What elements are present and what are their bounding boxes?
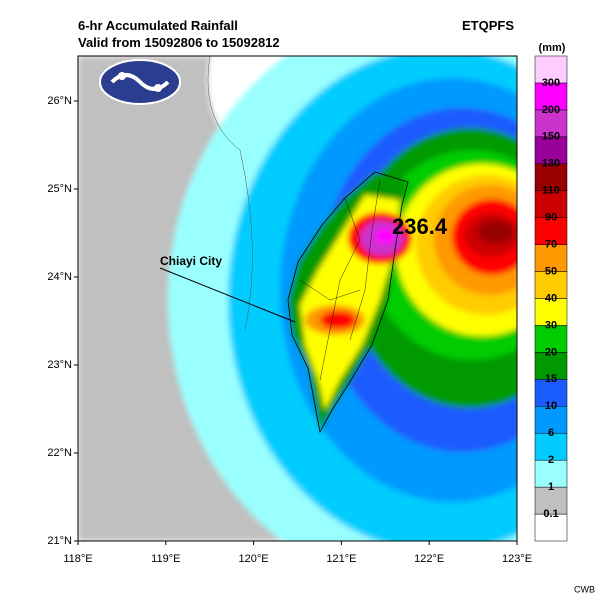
colorbar-bin [534,486,568,515]
lon-tick-label: 118°E [63,553,92,565]
colorbar-label: 20 [545,346,557,358]
lon-tick-label: 122°E [414,553,444,565]
colorbar-bin [534,271,568,299]
colorbar-label: 130 [542,158,560,170]
colorbar-bin [534,432,568,461]
colorbar-bin [534,190,568,218]
colorbar-bin [534,379,568,407]
map-field [78,56,517,541]
colorbar-bin [534,82,568,111]
colorbar-bin [534,298,568,326]
lat-tick-label: 21°N [47,535,72,547]
colorbar-bin [534,244,568,272]
colorbar-label: 200 [542,104,560,116]
colorbar-label: 90 [545,212,557,224]
colorbar-unit: (mm) [539,42,566,54]
colorbar-bin [534,55,568,84]
colorbar-label: 150 [542,131,560,143]
lat-tick-label: 23°N [47,359,72,371]
colorbar-label: 110 [542,185,560,197]
lon-tick-label: 120°E [239,553,269,565]
lat-tick-label: 26°N [47,95,72,107]
colorbar-label: 0.1 [543,508,558,520]
dynamic-layer: 0.1 1 2 6 10 15 20 30 40 50 70 90 110 130 150 200 300 118… [47,55,568,565]
colorbar-label: 40 [545,292,557,304]
colorbar-label: 50 [545,265,557,277]
colorbar-bin [534,325,568,353]
colorbar-bin [534,136,568,165]
colorbar-label: 70 [545,239,557,251]
colorbar-label: 10 [545,400,557,412]
colorbar-label: 300 [542,77,560,89]
max-label: 236.4 [392,214,448,239]
lat-tick-label: 24°N [47,271,72,283]
colorbar-label: 15 [545,373,557,385]
map-frame [77,55,518,542]
colorbar-bin [534,406,568,434]
colorbar-bin [534,217,568,245]
credit: CWB [574,584,595,594]
lon-tick-label: 119°E [151,553,180,565]
subtitle: Valid from 15092806 to 15092812 [78,35,280,50]
lon-tick-label: 121°E [326,553,356,565]
product-name: ETQPFS [462,18,514,33]
place-label: Chiayi City [160,254,222,268]
colorbar-label: 30 [545,319,557,331]
colorbar-label: 6 [548,427,554,439]
colorbar-bin [534,352,568,380]
lat-tick-label: 22°N [47,447,72,459]
colorbar-label: 1 [548,481,554,493]
lat-tick-label: 25°N [47,183,72,195]
title: 6-hr Accumulated Rainfall [78,18,238,33]
lon-tick-label: 123°E [502,553,532,565]
colorbar-bin [534,513,568,542]
colorbar-label: 2 [548,454,554,466]
leader-line [159,267,296,323]
